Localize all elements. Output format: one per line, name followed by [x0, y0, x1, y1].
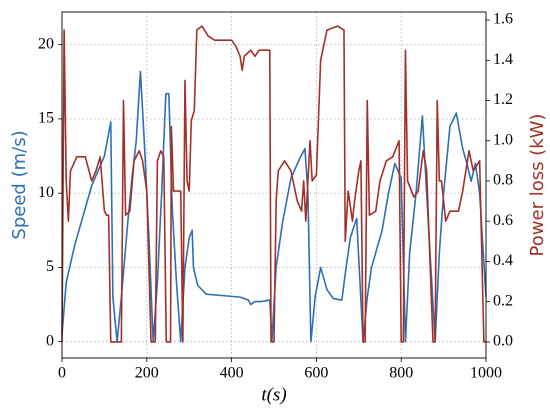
y-tick-label: 10: [38, 184, 54, 201]
y2-tick-label: 0.6: [493, 212, 513, 229]
y2-tick-label: 0.2: [493, 292, 513, 309]
x-tick-label: 400: [220, 365, 244, 382]
y2-tick-label: 0.4: [493, 252, 513, 269]
y-tick-label: 0: [46, 332, 54, 349]
lines: [61, 25, 487, 343]
data-line: [61, 25, 486, 343]
y2-tick-label: 1.2: [493, 91, 513, 108]
x-tick-label: 200: [135, 365, 159, 382]
y2-tick-label: 0.8: [493, 172, 513, 189]
x-tick-label: 600: [304, 365, 328, 382]
y2-tick-label: 1.4: [493, 51, 513, 68]
data-line: [61, 70, 487, 343]
y-tick-label: 5: [46, 258, 54, 275]
y-axis-label: Speed (m/s): [9, 130, 30, 239]
x-tick-label: 1000: [470, 365, 502, 382]
y2-axis-label: Power loss (kW): [527, 114, 548, 257]
y-tick-label: 15: [38, 110, 54, 127]
y2-tick-label: 1.6: [493, 11, 513, 28]
y2-tick-label: 0.0: [493, 333, 513, 350]
x-axis-label: t(s): [261, 384, 286, 405]
ticks: 0 200 400 600 800 1000 0 5 10 15 20 0.0 0.2 0.4 0.6 0.8…: [38, 11, 513, 382]
y2-tick-label: 1.0: [493, 131, 513, 148]
y-tick-label: 20: [38, 35, 54, 52]
plot-frame: [61, 11, 487, 359]
x-tick-label: 0: [58, 365, 66, 382]
x-tick-label: 800: [389, 365, 413, 382]
